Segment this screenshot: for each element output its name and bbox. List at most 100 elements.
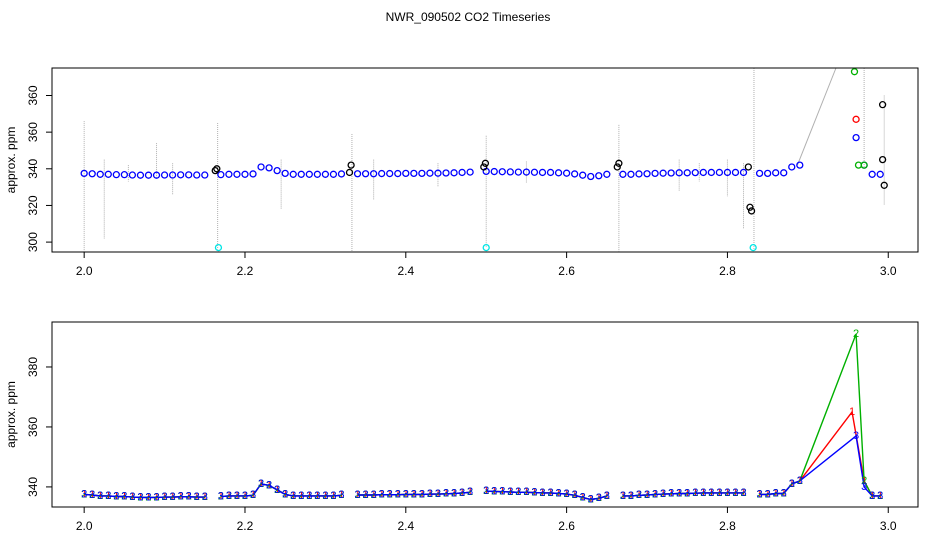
point-marker: 3 xyxy=(194,491,200,503)
point-marker: 3 xyxy=(765,488,771,500)
y-axis-label: approx. ppm xyxy=(4,381,18,448)
x-tick-label: 2.0 xyxy=(76,264,93,278)
plot-area xyxy=(80,67,888,252)
point-marker: 3 xyxy=(539,487,545,499)
point-marker: 2 xyxy=(869,490,875,502)
point-marker: 1 xyxy=(773,487,779,499)
point-marker: 3 xyxy=(515,486,521,498)
point xyxy=(386,169,394,178)
point xyxy=(321,170,330,178)
point-marker: 2 xyxy=(218,490,224,502)
point-marker: 2 xyxy=(354,489,360,501)
point-marker: 2 xyxy=(97,490,103,502)
point-marker: 1 xyxy=(459,487,465,499)
point-marker: 1 xyxy=(330,490,336,502)
point xyxy=(193,171,201,179)
series-line xyxy=(84,434,881,501)
point xyxy=(850,68,859,76)
point-marker: 3 xyxy=(660,488,666,500)
point xyxy=(723,168,732,177)
point-marker: 2 xyxy=(684,487,690,499)
point-marker: 3 xyxy=(483,485,489,497)
point xyxy=(482,243,490,252)
y-tick-label: 320 xyxy=(26,195,40,215)
point-marker: 3 xyxy=(451,487,457,499)
point-marker: 2 xyxy=(314,490,320,502)
y-tick-label: 340 xyxy=(26,477,40,497)
point xyxy=(571,170,579,178)
point xyxy=(522,168,531,176)
point-marker: 3 xyxy=(732,487,738,499)
point-marker: 2 xyxy=(636,489,642,501)
point-marker: 3 xyxy=(322,490,328,502)
point-marker: 2 xyxy=(604,490,610,502)
point-marker: 2 xyxy=(781,487,787,499)
point xyxy=(595,172,603,180)
point-marker: 2 xyxy=(105,490,111,502)
point-marker: 3 xyxy=(700,487,706,499)
point-marker: 3 xyxy=(467,486,473,498)
point xyxy=(265,164,273,172)
point-marker: 2 xyxy=(379,489,385,501)
point xyxy=(297,170,305,178)
point-marker: 3 xyxy=(724,487,730,499)
point-marker: 1 xyxy=(354,489,360,501)
point-marker: 1 xyxy=(258,478,264,490)
point-marker: 1 xyxy=(499,486,505,498)
point-marker: 3 xyxy=(556,487,562,499)
point-marker: 1 xyxy=(668,488,674,500)
point-marker: 1 xyxy=(250,489,256,501)
point-marker: 3 xyxy=(636,489,642,501)
point-marker: 2 xyxy=(861,475,867,487)
point-marker: 3 xyxy=(129,491,135,503)
series-line xyxy=(84,333,881,501)
x-tick-label: 3.0 xyxy=(880,519,897,533)
point xyxy=(80,169,88,178)
point xyxy=(442,169,450,177)
point-marker: 3 xyxy=(186,491,192,503)
point-marker: 2 xyxy=(129,491,135,503)
point-marker: 2 xyxy=(250,489,256,501)
point xyxy=(880,181,888,189)
point-marker: 1 xyxy=(81,488,87,500)
point-marker: 3 xyxy=(523,486,529,498)
point-marker: 1 xyxy=(652,488,658,500)
point xyxy=(707,168,716,177)
point xyxy=(201,171,209,179)
point xyxy=(755,169,764,178)
point-marker: 1 xyxy=(507,486,513,498)
point xyxy=(434,169,442,177)
point-marker: 3 xyxy=(266,479,272,491)
point xyxy=(481,159,490,167)
point-marker: 1 xyxy=(226,490,232,502)
point-marker: 2 xyxy=(266,479,272,491)
point-marker: 3 xyxy=(274,484,280,496)
point xyxy=(402,169,410,178)
point-marker: 1 xyxy=(290,490,296,502)
point xyxy=(213,165,221,173)
point xyxy=(747,207,756,215)
point-marker: 1 xyxy=(427,488,433,500)
point-marker: 2 xyxy=(708,487,714,499)
point xyxy=(554,169,563,177)
point xyxy=(749,243,757,252)
point-marker: 1 xyxy=(676,487,682,499)
point xyxy=(88,170,96,178)
point-marker: 3 xyxy=(757,488,763,500)
point xyxy=(603,170,611,178)
point xyxy=(615,159,623,167)
point-marker: 2 xyxy=(451,487,457,499)
y-tick-label: 380 xyxy=(26,357,40,377)
point xyxy=(480,163,488,171)
point xyxy=(136,171,145,179)
point-marker: 3 xyxy=(403,488,409,500)
point-marker: 1 xyxy=(137,491,143,503)
point-marker: 2 xyxy=(395,489,401,501)
point xyxy=(675,169,683,177)
point-marker: 3 xyxy=(499,486,505,498)
point xyxy=(345,168,354,177)
point xyxy=(667,169,675,177)
point-marker: 1 xyxy=(314,490,320,502)
point-marker: 1 xyxy=(242,490,248,502)
plot-area: 1 1 1 1 1 1 1 1 1 1 1 1 1 1 1 1 1 1 1 1 11 1 1 1 1 1 1 1 1 1 1 1 1 1 1 1 1 1 1… xyxy=(81,328,883,506)
